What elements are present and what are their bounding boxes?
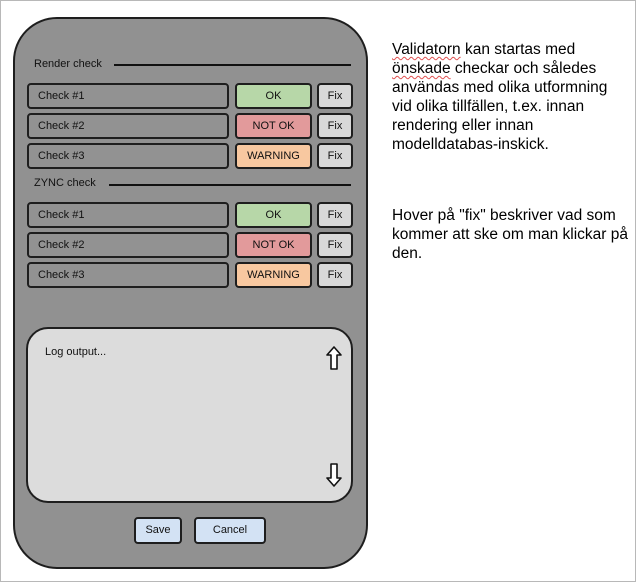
zync-check-title: ZYNC check <box>34 177 96 189</box>
up-arrow-icon[interactable] <box>324 345 344 371</box>
render-check-3-field[interactable]: Check #3 <box>27 143 229 169</box>
down-arrow-icon[interactable] <box>324 462 344 488</box>
cancel-button[interactable]: Cancel <box>194 517 266 544</box>
note-text-1: kan startas med <box>460 41 576 58</box>
render-check-2-fix-button[interactable]: Fix <box>317 113 353 139</box>
zync-check-3-field[interactable]: Check #3 <box>27 262 229 288</box>
zync-check-2-status: NOT OK <box>235 232 312 258</box>
note-text-2: checkar och således användas med olika u… <box>392 60 608 153</box>
description-note: Validatorn kan startas med önskade check… <box>392 40 628 154</box>
render-check-divider <box>114 64 351 66</box>
zync-check-1-fix-button[interactable]: Fix <box>317 202 353 228</box>
log-output-text: Log output... <box>45 346 107 358</box>
zync-check-3-status: WARNING <box>235 262 312 288</box>
zync-check-2-fix-button[interactable]: Fix <box>317 232 353 258</box>
log-output-area[interactable]: Log output... <box>26 327 353 503</box>
hover-paragraph: Hover på "fix" beskriver vad som kommer … <box>392 207 629 262</box>
zync-check-1-field[interactable]: Check #1 <box>27 202 229 228</box>
zync-check-1-status: OK <box>235 202 312 228</box>
render-check-1-status: OK <box>235 83 312 109</box>
render-check-2-field[interactable]: Check #2 <box>27 113 229 139</box>
render-check-1-fix-button[interactable]: Fix <box>317 83 353 109</box>
render-check-3-fix-button[interactable]: Fix <box>317 143 353 169</box>
render-check-2-status: NOT OK <box>235 113 312 139</box>
render-check-3-status: WARNING <box>235 143 312 169</box>
description-paragraph: Validatorn kan startas med önskade check… <box>392 40 628 154</box>
note-word-onskade: önskade <box>392 60 451 77</box>
zync-check-3-fix-button[interactable]: Fix <box>317 262 353 288</box>
hover-note: Hover på "fix" beskriver vad som kommer … <box>392 206 628 263</box>
zync-check-2-field[interactable]: Check #2 <box>27 232 229 258</box>
render-check-title: Render check <box>34 58 102 70</box>
note-word-validatorn: Validatorn <box>392 41 461 58</box>
save-button[interactable]: Save <box>134 517 182 544</box>
zync-check-divider <box>109 184 351 186</box>
render-check-1-field[interactable]: Check #1 <box>27 83 229 109</box>
